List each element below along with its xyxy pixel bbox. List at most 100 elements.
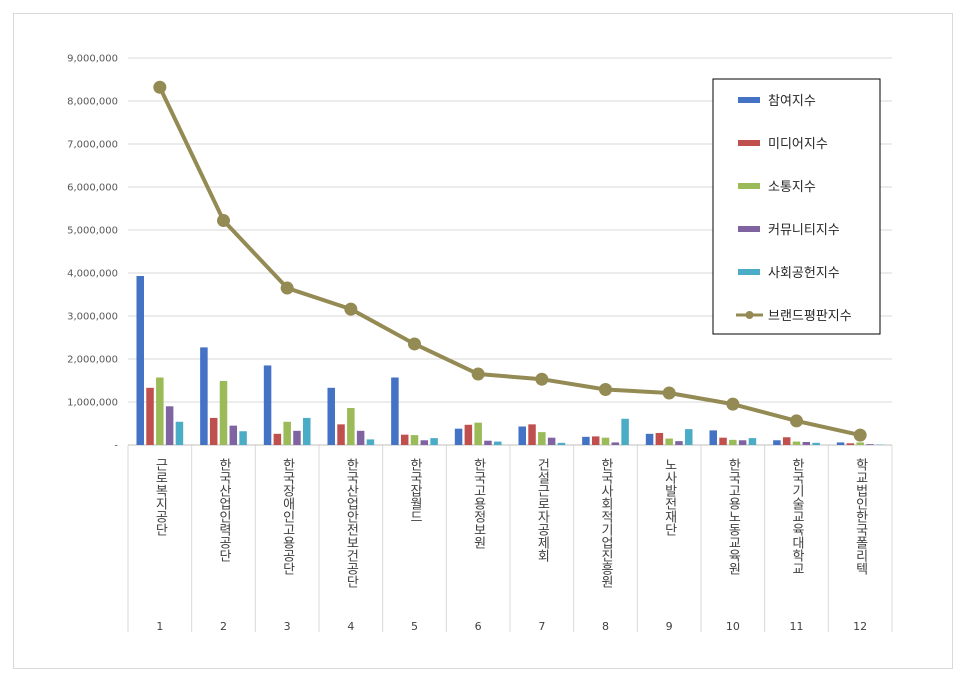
category-label-7: 건설근로자공제회 <box>534 458 549 562</box>
bar-2-1 <box>146 387 154 445</box>
bar-2-6 <box>464 424 473 445</box>
rank-label-2: 2 <box>220 620 227 633</box>
bar-1-3 <box>263 365 272 445</box>
bar-1-4 <box>327 387 335 445</box>
bar-3-7 <box>538 432 546 445</box>
bar-5-7 <box>557 442 566 445</box>
bar-5-6 <box>494 441 502 445</box>
rank-label-4: 4 <box>347 620 354 633</box>
bar-4-2 <box>229 425 238 445</box>
brand-index-point-12 <box>853 428 867 442</box>
category-label-2: 한국산업인력공단 <box>216 458 231 562</box>
rank-label-12: 12 <box>853 620 867 633</box>
y-tick-label-6: 6,000,000 <box>67 183 118 194</box>
legend-label-4: 커뮤니티지수 <box>768 223 840 238</box>
bar-2-2 <box>209 417 218 445</box>
legend-label-3: 소통지수 <box>768 180 816 195</box>
category-label-3: 한국장애인고용공단 <box>280 458 295 575</box>
bar-2-8 <box>591 436 600 445</box>
category-label-10: 한국고용노동교육원 <box>725 458 740 575</box>
bar-5-1 <box>175 421 184 445</box>
bar-4-4 <box>356 430 365 445</box>
brand-index-point-10 <box>726 397 740 411</box>
brand-index-point-4 <box>344 302 358 316</box>
bar-1-6 <box>454 428 463 445</box>
rank-label-11: 11 <box>790 620 804 633</box>
bar-2-9 <box>655 432 664 445</box>
legend-swatch-4 <box>738 226 760 232</box>
bar-3-8 <box>601 437 610 445</box>
bar-2-4 <box>337 424 345 445</box>
y-tick-label-0: - <box>114 441 118 452</box>
legend-marker-swatch <box>745 311 754 319</box>
rank-label-3: 3 <box>284 620 291 633</box>
legend-swatch-1 <box>738 97 760 103</box>
bar-1-2 <box>200 347 208 445</box>
bar-4-10 <box>738 440 747 445</box>
bar-1-11 <box>773 440 781 445</box>
y-tick-label-5: 5,000,000 <box>67 226 118 237</box>
bar-2-5 <box>400 434 409 445</box>
category-label-1: 근로복지공단 <box>152 458 167 536</box>
bar-3-12 <box>856 442 864 445</box>
bar-1-10 <box>709 430 717 445</box>
legend-box <box>712 78 881 335</box>
bar-4-12 <box>866 444 874 445</box>
brand-index-point-6 <box>471 367 485 381</box>
rank-label-1: 1 <box>156 620 163 633</box>
bar-3-10 <box>729 439 737 445</box>
rank-label-5: 5 <box>411 620 418 633</box>
y-tick-label-2: 2,000,000 <box>67 355 118 366</box>
brand-index-point-2 <box>217 214 230 228</box>
bar-4-6 <box>484 440 492 445</box>
bar-5-9 <box>685 429 693 445</box>
legend-label-6: 브랜드평판지수 <box>768 309 852 324</box>
bar-4-7 <box>547 437 556 445</box>
legend-label-5: 사회공헌지수 <box>768 266 840 281</box>
bar-4-3 <box>293 430 301 445</box>
category-label-4: 한국산업안전보건공단 <box>343 458 358 588</box>
rank-label-7: 7 <box>538 620 545 633</box>
bar-5-2 <box>239 431 247 445</box>
bar-3-4 <box>347 408 355 445</box>
bar-2-10 <box>719 437 727 445</box>
brand-index-line <box>158 86 861 438</box>
legend-label-1: 참여지수 <box>768 94 816 109</box>
bar-4-8 <box>611 442 620 445</box>
brand-index-point-7 <box>535 372 549 386</box>
y-tick-label-1: 1,000,000 <box>67 398 118 409</box>
rank-label-9: 9 <box>666 620 673 633</box>
brand-index-point-3 <box>280 281 294 295</box>
category-label-12: 학교법인한국폴리텍 <box>853 458 868 575</box>
y-tick-label-3: 3,000,000 <box>67 312 118 323</box>
bar-1-1 <box>136 276 144 445</box>
brand-index-point-1 <box>153 80 167 94</box>
legend-label-2: 미디어지수 <box>768 137 828 152</box>
category-label-11: 한국기술교육대학교 <box>789 458 804 575</box>
category-label-8: 한국사회적기업진흥원 <box>598 458 613 588</box>
rank-label-10: 10 <box>726 620 740 633</box>
bar-2-7 <box>528 424 536 445</box>
bar-3-3 <box>283 421 291 445</box>
legend-swatch-3 <box>738 183 760 189</box>
bar-5-5 <box>430 438 438 445</box>
bar-3-2 <box>219 380 228 445</box>
bar-3-5 <box>410 435 419 445</box>
bar-2-3 <box>273 433 282 445</box>
bar-3-6 <box>474 422 482 445</box>
bar-2-11 <box>782 437 791 445</box>
rank-label-6: 6 <box>475 620 482 633</box>
bar-1-7 <box>518 426 526 445</box>
bar-2-12 <box>846 443 855 445</box>
bar-4-5 <box>420 440 429 445</box>
legend-swatch-5 <box>738 269 760 275</box>
bar-5-10 <box>748 438 757 445</box>
y-tick-label-9: 9,000,000 <box>67 54 118 65</box>
brand-index-point-11 <box>790 414 803 428</box>
bar-5-11 <box>812 442 820 445</box>
legend-swatch-2 <box>738 140 760 146</box>
bar-1-9 <box>645 433 654 445</box>
y-tick-label-7: 7,000,000 <box>67 140 118 151</box>
bar-3-1 <box>156 377 164 445</box>
